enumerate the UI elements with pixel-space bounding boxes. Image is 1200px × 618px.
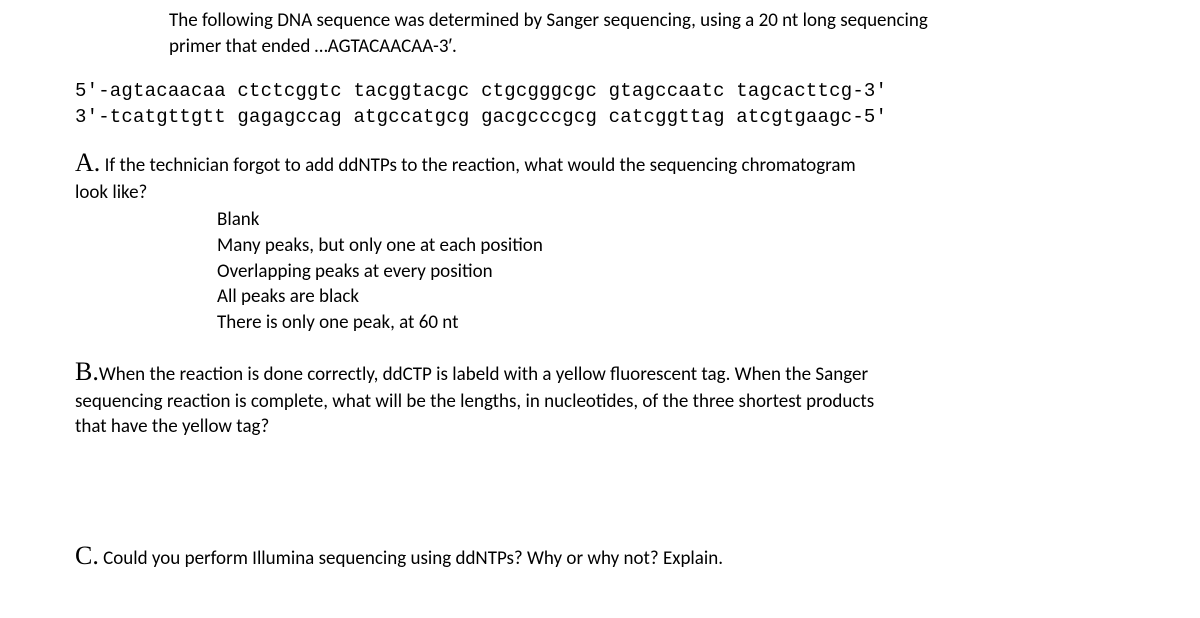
intro-paragraph: The following DNA sequence was determine… [169, 8, 1125, 59]
question-b-text-2: sequencing reaction is complete, what wi… [75, 389, 1125, 415]
sequence-bottom-strand: 3′-tcatgttgtt gagagccag atgccatgcg gacgc… [75, 106, 887, 128]
option-1: Blank [217, 207, 1125, 233]
document-page: The following DNA sequence was determine… [0, 0, 1200, 573]
answer-space-b [75, 458, 1125, 538]
question-c-label: C. [75, 541, 99, 570]
option-5: There is only one peak, at 60 nt [217, 310, 1125, 336]
option-4: All peaks are black [217, 284, 1125, 310]
intro-line-1: The following DNA sequence was determine… [169, 9, 928, 32]
option-2: Many peaks, but only one at each positio… [217, 233, 1125, 259]
question-b-label: B. [75, 357, 99, 386]
question-c-text-1: Could you perform Illumina sequencing us… [103, 547, 723, 570]
question-b-text-1: When the reaction is done correctly, ddC… [99, 363, 868, 386]
question-a-text-1: If the technician forgot to add ddNTPs t… [105, 154, 856, 177]
question-a-text-2: look like? [75, 180, 1125, 206]
intro-line-2: primer that ended …AGTACAACAA-3′. [169, 35, 457, 58]
sequence-top-strand: 5′-agtacaacaa ctctcggtc tacggtacgc ctgcg… [75, 80, 887, 102]
option-3: Overlapping peaks at every position [217, 259, 1125, 285]
question-a: A. If the technician forgot to add ddNTP… [75, 145, 1125, 336]
question-a-options: Blank Many peaks, but only one at each p… [217, 207, 1125, 335]
question-b-text-3: that have the yellow tag? [75, 414, 1125, 440]
question-a-label: A. [75, 148, 100, 177]
question-c: C. Could you perform Illumina sequencing… [75, 538, 1125, 573]
question-b: B.When the reaction is done correctly, d… [75, 354, 1125, 440]
dna-sequence-block: 5′-agtacaacaa ctctcggtc tacggtacgc ctgcg… [75, 79, 1125, 130]
